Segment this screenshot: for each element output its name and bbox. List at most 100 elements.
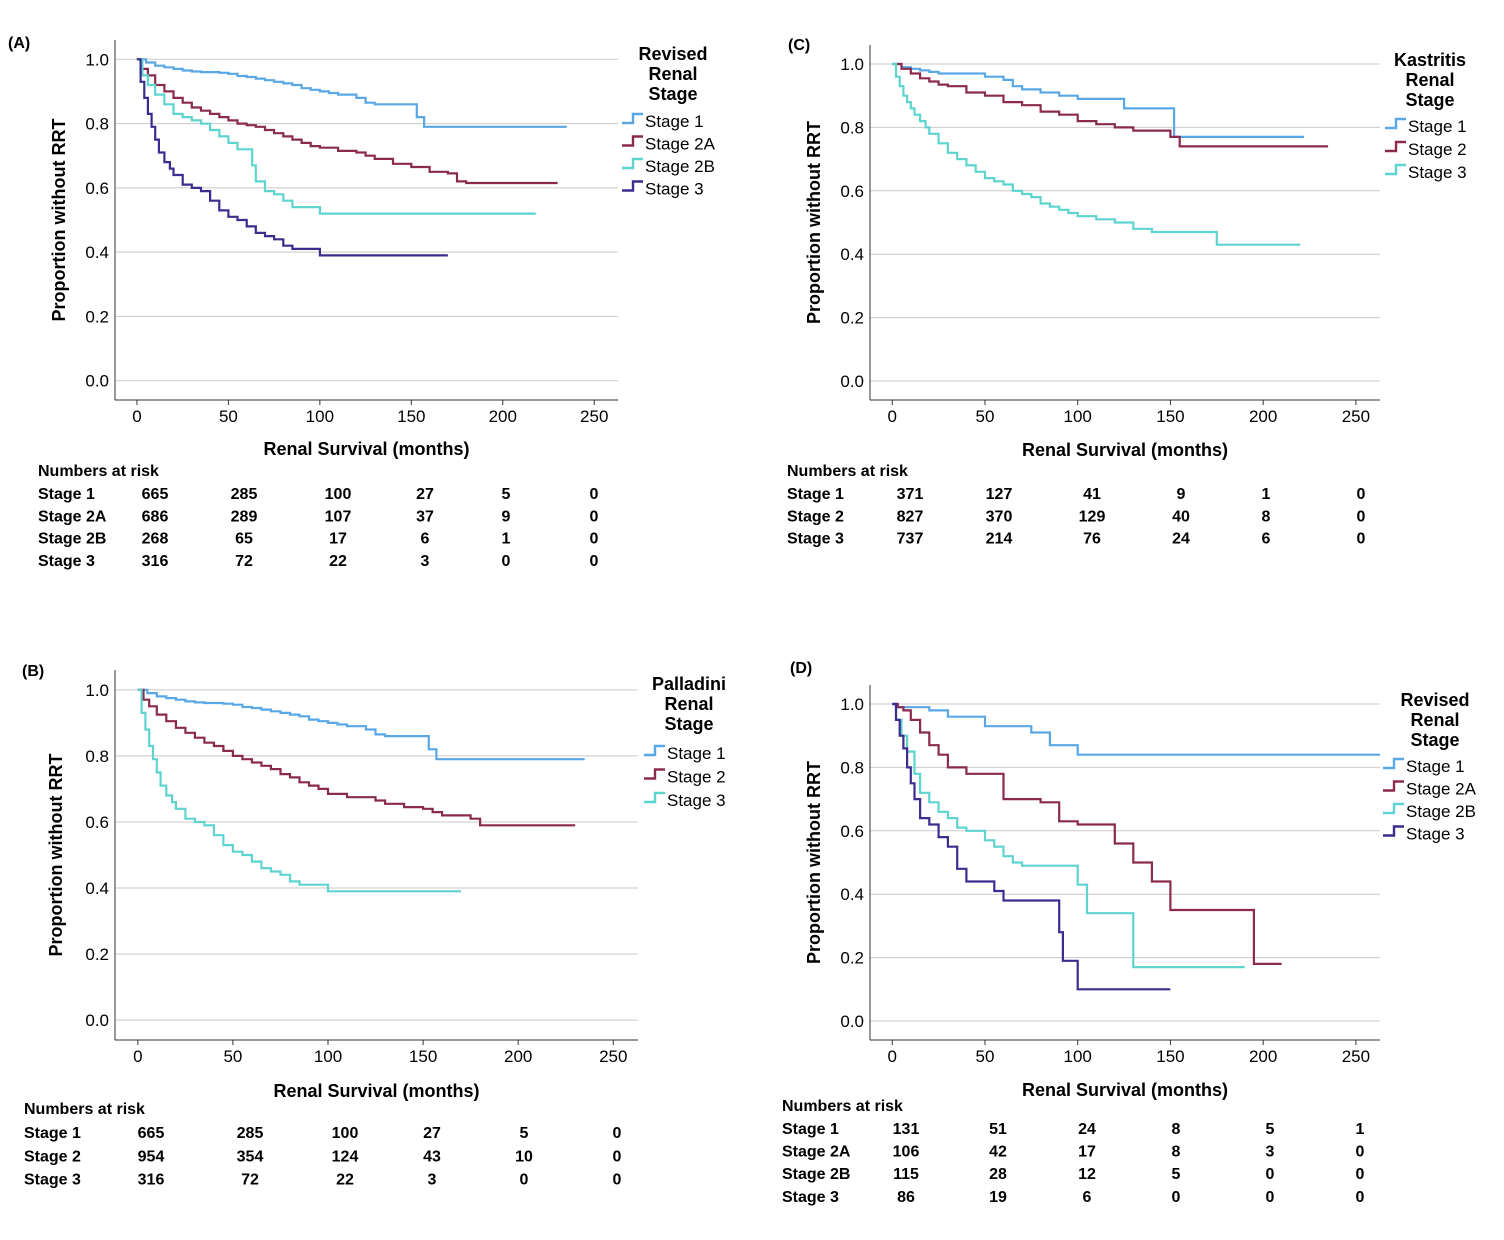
- y-tick-label: 0.0: [840, 372, 864, 391]
- x-tick-label: 200: [1249, 407, 1277, 426]
- x-tick-label: 0: [888, 407, 897, 426]
- risk-cell: 100: [332, 1125, 359, 1142]
- risk-cell: 6: [421, 531, 430, 548]
- risk-cell: 10: [515, 1148, 533, 1165]
- risk-row-label: Stage 2A: [782, 1144, 851, 1161]
- risk-table-title: Numbers at risk: [787, 463, 908, 480]
- legend-swatch: [1383, 757, 1404, 770]
- km-curve-stage-3: [137, 688, 462, 893]
- risk-cell: 22: [329, 553, 347, 570]
- legend-title: Revised: [638, 44, 707, 64]
- legend-swatch: [1385, 163, 1406, 176]
- y-tick-label: 0.6: [85, 179, 109, 198]
- risk-cell: 19: [989, 1189, 1007, 1206]
- risk-cell: 0: [520, 1172, 529, 1189]
- x-tick-label: 150: [409, 1047, 437, 1066]
- y-tick-label: 0.0: [85, 372, 109, 391]
- risk-cell: 0: [590, 508, 599, 525]
- x-axis-title: Renal Survival (months): [1022, 440, 1228, 460]
- legend-title: Stage: [1405, 90, 1454, 110]
- risk-cell: 0: [1172, 1189, 1181, 1206]
- legend-title: Renal: [648, 64, 697, 84]
- x-axis-title: Renal Survival (months): [263, 439, 469, 459]
- risk-row-label: Stage 1: [787, 486, 844, 503]
- risk-row-label: Stage 1: [782, 1121, 839, 1138]
- risk-cell: 12: [1078, 1166, 1096, 1183]
- legend-entry-label: Stage 3: [1408, 163, 1467, 182]
- legend-entry-label: Stage 2A: [1406, 780, 1477, 799]
- legend-title: Renal: [1405, 70, 1454, 90]
- legend-title: Renal: [664, 694, 713, 714]
- panel-b: (B)0.00.20.40.60.81.00 50 100 150 200 250Rena…: [22, 663, 726, 1189]
- risk-cell: 24: [1078, 1121, 1096, 1138]
- risk-cell: 0: [1356, 1189, 1365, 1206]
- legend-title: Revised: [1400, 690, 1469, 710]
- x-tick-label: 0: [133, 1047, 142, 1066]
- risk-cell: 76: [1083, 531, 1101, 548]
- risk-cell: 124: [332, 1148, 359, 1165]
- risk-cell: 72: [235, 553, 253, 570]
- x-tick-label: 200: [1249, 1047, 1277, 1066]
- risk-cell: 316: [138, 1172, 165, 1189]
- legend-entry-label: Stage 2A: [645, 135, 716, 154]
- legend-entry-label: Stage 2: [667, 768, 726, 787]
- risk-cell: 27: [416, 486, 434, 503]
- x-tick-label: 100: [314, 1047, 342, 1066]
- risk-table: Numbers at risk Stage 1 371 127 41 9 1 0 Stage 2…: [787, 463, 1366, 548]
- risk-cell: 285: [237, 1125, 264, 1142]
- y-tick-label: 0.6: [840, 822, 864, 841]
- risk-row-label: Stage 1: [38, 486, 95, 503]
- legend-entry-label: Stage 2B: [1406, 802, 1476, 821]
- x-tick-label: 250: [1342, 1047, 1370, 1066]
- risk-cell: 43: [423, 1148, 441, 1165]
- legend-entry-label: Stage 2B: [645, 157, 715, 176]
- legend-entry-label: Stage 1: [1406, 757, 1465, 776]
- risk-cell: 5: [1172, 1166, 1181, 1183]
- risk-cell: 17: [329, 531, 347, 548]
- y-tick-label: 1.0: [85, 681, 109, 700]
- panel-label: (C): [788, 37, 810, 54]
- legend-entry-label: Stage 2: [1408, 140, 1467, 159]
- y-tick-label: 0.8: [840, 758, 864, 777]
- panel-label: (D): [790, 660, 812, 677]
- km-curve-stage-3: [892, 62, 1301, 246]
- risk-cell: 827: [897, 508, 924, 525]
- risk-table-title: Numbers at risk: [782, 1098, 903, 1115]
- panel-c: (C)0.00.20.40.60.81.00 50 100 150 200 250Rena…: [787, 37, 1467, 548]
- risk-cell: 131: [893, 1121, 920, 1138]
- legend-swatch: [1383, 802, 1404, 815]
- legend-title: Kastritis: [1394, 50, 1466, 70]
- y-tick-label: 0.4: [85, 243, 109, 262]
- x-axis-title: Renal Survival (months): [1022, 1080, 1228, 1100]
- km-curve-stage-3: [136, 58, 448, 257]
- risk-cell: 665: [142, 486, 169, 503]
- risk-cell: 316: [142, 553, 169, 570]
- risk-cell: 9: [502, 508, 511, 525]
- y-tick-label: 0.8: [85, 115, 109, 134]
- km-curve-stage-2a: [892, 702, 1282, 965]
- legend-title: Stage: [1410, 730, 1459, 750]
- risk-cell: 5: [520, 1125, 529, 1142]
- risk-cell: 65: [235, 531, 253, 548]
- y-tick-label: 0.2: [85, 307, 109, 326]
- risk-row-label: Stage 1: [24, 1125, 81, 1142]
- risk-cell: 0: [613, 1148, 622, 1165]
- y-tick-label: 1.0: [840, 695, 864, 714]
- legend-swatch: [1383, 780, 1404, 792]
- risk-cell: 22: [336, 1172, 354, 1189]
- km-curve-stage-2b: [892, 702, 1245, 969]
- panel-d: (D)0.00.20.40.60.81.00 50 100 150 200 250Rena…: [782, 660, 1477, 1206]
- y-axis-title: Proportion without RRT: [49, 119, 69, 322]
- x-tick-label: 200: [504, 1047, 532, 1066]
- y-axis-title: Proportion without RRT: [46, 754, 66, 957]
- risk-row-label: Stage 2: [24, 1148, 81, 1165]
- risk-cell: 72: [241, 1172, 259, 1189]
- legend-entry-label: Stage 1: [667, 744, 726, 763]
- risk-cell: 0: [1266, 1189, 1275, 1206]
- x-tick-label: 250: [1342, 407, 1370, 426]
- risk-row-label: Stage 3: [787, 531, 844, 548]
